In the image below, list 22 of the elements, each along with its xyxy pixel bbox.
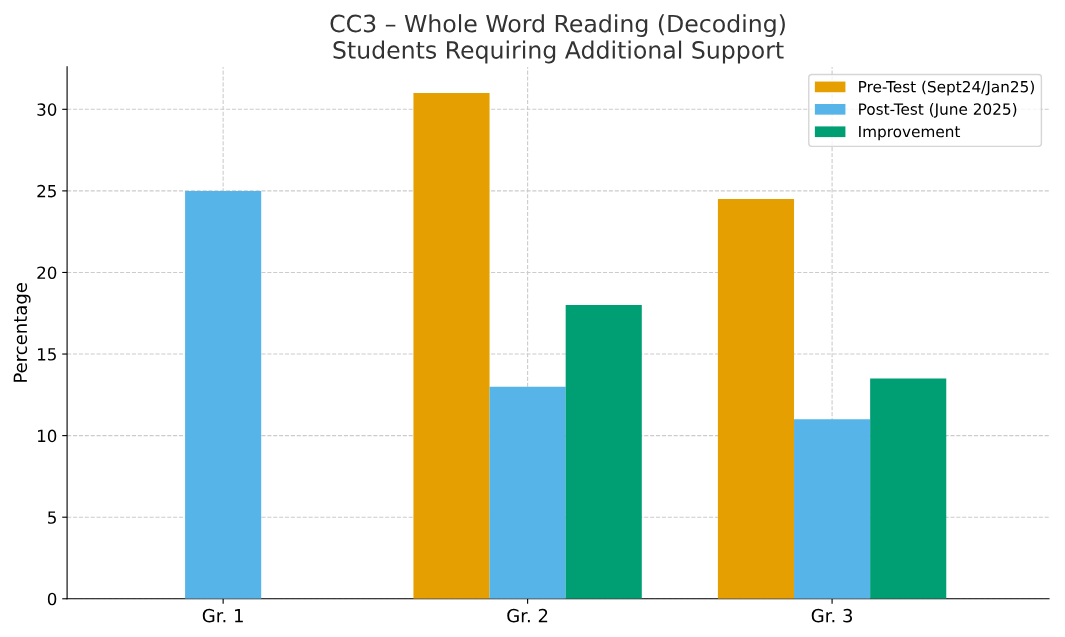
y-tick-label: 0	[47, 592, 57, 606]
legend-label: Pre-Test (Sept24/Jan25)	[859, 80, 1034, 96]
legend-label: Post-Test (June 2025)	[859, 103, 1017, 118]
x-tick-label: Gr. 3	[811, 608, 853, 623]
y-tick-label: 5	[48, 511, 56, 524]
bar	[794, 419, 871, 599]
y-tick-label: 30	[37, 103, 57, 116]
bar	[870, 378, 947, 599]
bar	[717, 199, 795, 599]
bar	[489, 386, 566, 599]
y-tick-label: 25	[37, 184, 56, 198]
bar	[565, 305, 642, 599]
y-tick-label: 20	[37, 266, 57, 280]
bar	[413, 92, 490, 599]
bar	[185, 190, 262, 599]
legend-label: Improvement	[859, 125, 961, 141]
y-tick-label: 15	[38, 348, 56, 361]
y-tick-label: 10	[38, 429, 57, 443]
x-tick-label: Gr. 2	[507, 608, 548, 623]
y-axis-title: Percentage	[13, 283, 31, 382]
x-tick-label: Gr. 1	[202, 608, 243, 623]
chart-title: CC3 – Whole Word Reading (Decoding) Students Requiring Additional Support	[330, 14, 785, 64]
